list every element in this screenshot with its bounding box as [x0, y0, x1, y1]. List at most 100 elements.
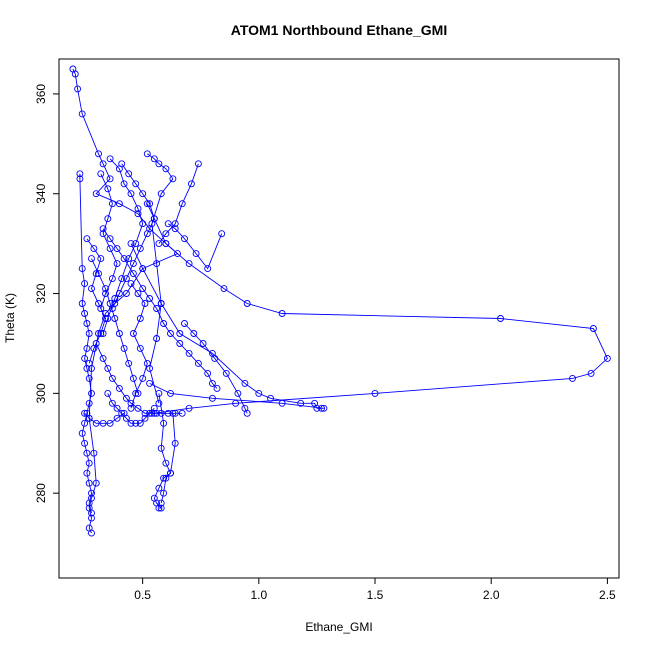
data-point	[134, 205, 142, 213]
data-point	[129, 270, 137, 278]
data-point	[194, 359, 202, 367]
data-point	[90, 245, 98, 253]
data-point	[146, 409, 154, 417]
data-point	[83, 449, 91, 457]
data-point	[95, 270, 102, 278]
data-point	[155, 484, 163, 492]
data-point	[136, 344, 144, 352]
y-tick-label: 300	[34, 383, 48, 403]
data-point	[85, 459, 93, 467]
data-point	[139, 190, 147, 198]
data-point	[153, 305, 161, 312]
data-point	[104, 215, 112, 223]
series-line	[158, 163, 199, 244]
data-point	[160, 474, 168, 482]
data-point	[603, 354, 611, 362]
data-point	[178, 409, 186, 417]
data-point	[97, 255, 105, 263]
data-point	[157, 504, 165, 512]
data-point	[81, 409, 89, 417]
y-tick-label: 280	[34, 483, 48, 503]
data-point	[171, 409, 179, 417]
data-point	[88, 489, 95, 497]
data-point	[178, 200, 186, 208]
data-point	[129, 374, 137, 382]
data-point	[220, 285, 228, 293]
data-point	[78, 110, 86, 118]
data-point	[88, 255, 95, 263]
data-point	[125, 170, 133, 178]
data-point	[97, 170, 105, 178]
data-point	[115, 200, 123, 208]
data-point	[185, 349, 193, 357]
chart-title: ATOM1 Northbound Ethane_GMI	[231, 22, 447, 38]
data-point	[297, 399, 305, 407]
data-point	[157, 300, 165, 307]
data-point	[81, 419, 89, 427]
series-line	[130, 283, 148, 409]
data-point	[78, 265, 86, 273]
x-tick-label: 0.5	[134, 588, 151, 602]
data-point	[320, 404, 328, 412]
data-point	[208, 394, 216, 402]
data-point	[176, 340, 184, 347]
data-point	[118, 409, 126, 417]
y-axis: 280 300 320 340 360	[34, 84, 59, 503]
data-point	[132, 419, 140, 427]
data-point	[113, 245, 121, 253]
data-point	[136, 419, 144, 427]
series-line	[102, 228, 218, 389]
data-point	[106, 300, 114, 307]
data-point	[176, 330, 184, 337]
data-point	[88, 389, 95, 397]
data-point	[76, 175, 84, 183]
data-point	[85, 414, 93, 422]
data-point	[129, 330, 137, 337]
data-point	[497, 315, 504, 322]
data-point	[127, 399, 135, 407]
data-point	[108, 200, 116, 208]
data-point	[155, 240, 163, 248]
data-point	[153, 335, 161, 342]
x-tick-label: 1.5	[367, 588, 384, 602]
data-point	[108, 374, 116, 382]
data-point	[99, 419, 107, 427]
data-point	[278, 399, 286, 407]
data-point	[108, 399, 116, 407]
y-tick-label: 360	[34, 84, 48, 104]
data-point	[99, 230, 107, 238]
data-point	[132, 240, 140, 248]
data-point	[141, 414, 149, 422]
data-point	[267, 394, 274, 402]
data-point	[120, 344, 128, 352]
data-point	[167, 469, 174, 477]
data-point	[146, 200, 154, 208]
data-point	[127, 419, 135, 427]
data-point	[171, 220, 179, 228]
data-point	[132, 389, 140, 397]
data-point	[122, 275, 130, 283]
data-point	[127, 190, 135, 198]
data-point	[157, 409, 165, 417]
series-line	[146, 203, 608, 414]
data-point	[104, 185, 112, 193]
data-point	[169, 175, 177, 183]
data-point	[120, 255, 128, 263]
data-point	[71, 70, 79, 78]
data-point	[155, 389, 163, 397]
data-point	[127, 404, 135, 412]
series-line	[72, 68, 179, 534]
data-point	[122, 290, 130, 297]
series-line	[86, 238, 106, 364]
data-point	[174, 250, 181, 258]
data-point	[167, 330, 174, 337]
data-point	[85, 399, 93, 407]
series-line	[95, 343, 183, 414]
data-point	[78, 429, 86, 437]
data-point	[83, 235, 91, 243]
data-point	[88, 285, 95, 293]
data-point	[181, 320, 188, 327]
data-point	[83, 469, 91, 477]
data-point	[95, 150, 102, 158]
data-point	[115, 330, 123, 337]
